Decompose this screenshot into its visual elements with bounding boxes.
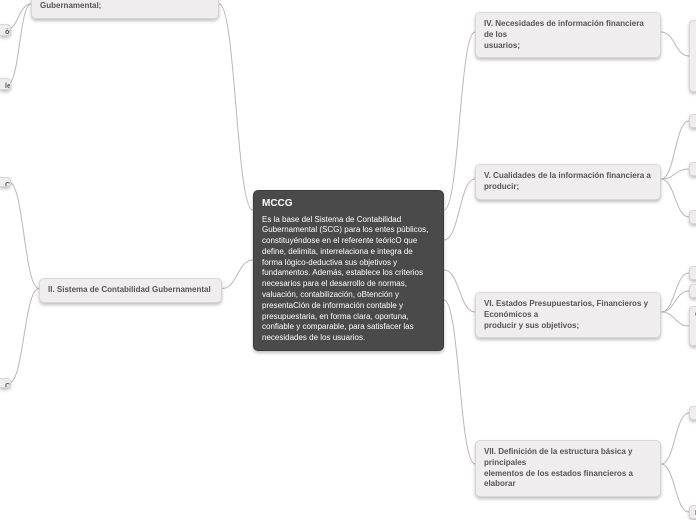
stub-node-r4[interactable] xyxy=(689,210,696,224)
center-node-mccg[interactable]: MCCG Es la base del Sistema de Contabili… xyxy=(253,190,444,351)
branch-node-n1[interactable]: Gubernamental; xyxy=(31,0,219,19)
stub-node-r9[interactable]: E xyxy=(689,505,696,519)
stub-node-s1[interactable]: ón xyxy=(0,24,11,36)
center-body: Es la base del Sistema de Contabilidad G… xyxy=(262,215,435,345)
branch-text: usuarios; xyxy=(484,41,520,50)
branch-text: VII. Definición de la estructura básica … xyxy=(484,447,633,467)
stub-node-r5[interactable] xyxy=(689,266,696,280)
branch-text: producir y sus objetivos; xyxy=(484,321,579,330)
stub-node-r8[interactable] xyxy=(689,406,696,420)
branch-text: IV. Necesidades de información financier… xyxy=(484,19,644,39)
stub-node-r2[interactable] xyxy=(689,114,696,128)
branch-text: elementos de los estados financieros a e… xyxy=(484,469,633,489)
stub-node-s4[interactable]: CG xyxy=(0,378,11,388)
branch-node-n5[interactable]: V. Cualidades de la información financie… xyxy=(475,164,661,200)
stub-node-r6[interactable] xyxy=(689,284,696,298)
branch-node-n7[interactable]: VII. Definición de la estructura básica … xyxy=(475,440,661,497)
branch-node-n2[interactable]: II. Sistema de Contabilidad Gubernamenta… xyxy=(39,278,222,303)
stub-node-s3[interactable]: CG xyxy=(0,177,11,187)
stub-node-r1[interactable] xyxy=(689,20,696,92)
branch-text: II. Sistema de Contabilidad Gubernamenta… xyxy=(48,285,211,294)
branch-text: V. Cualidades de la información financie… xyxy=(484,171,651,180)
center-title: MCCG xyxy=(262,197,435,211)
stub-node-r3[interactable] xyxy=(689,162,696,176)
branch-node-n6[interactable]: VI. Estados Presupuestarios, Financieros… xyxy=(475,292,661,338)
branch-text: Gubernamental; xyxy=(40,1,101,10)
branch-text: VI. Estados Presupuestarios, Financieros… xyxy=(484,299,648,319)
branch-node-n4[interactable]: IV. Necesidades de información financier… xyxy=(475,12,661,58)
stub-node-r7[interactable]: d xyxy=(689,306,696,346)
branch-text: producir; xyxy=(484,182,519,191)
stub-node-s2[interactable]: les xyxy=(0,78,11,90)
